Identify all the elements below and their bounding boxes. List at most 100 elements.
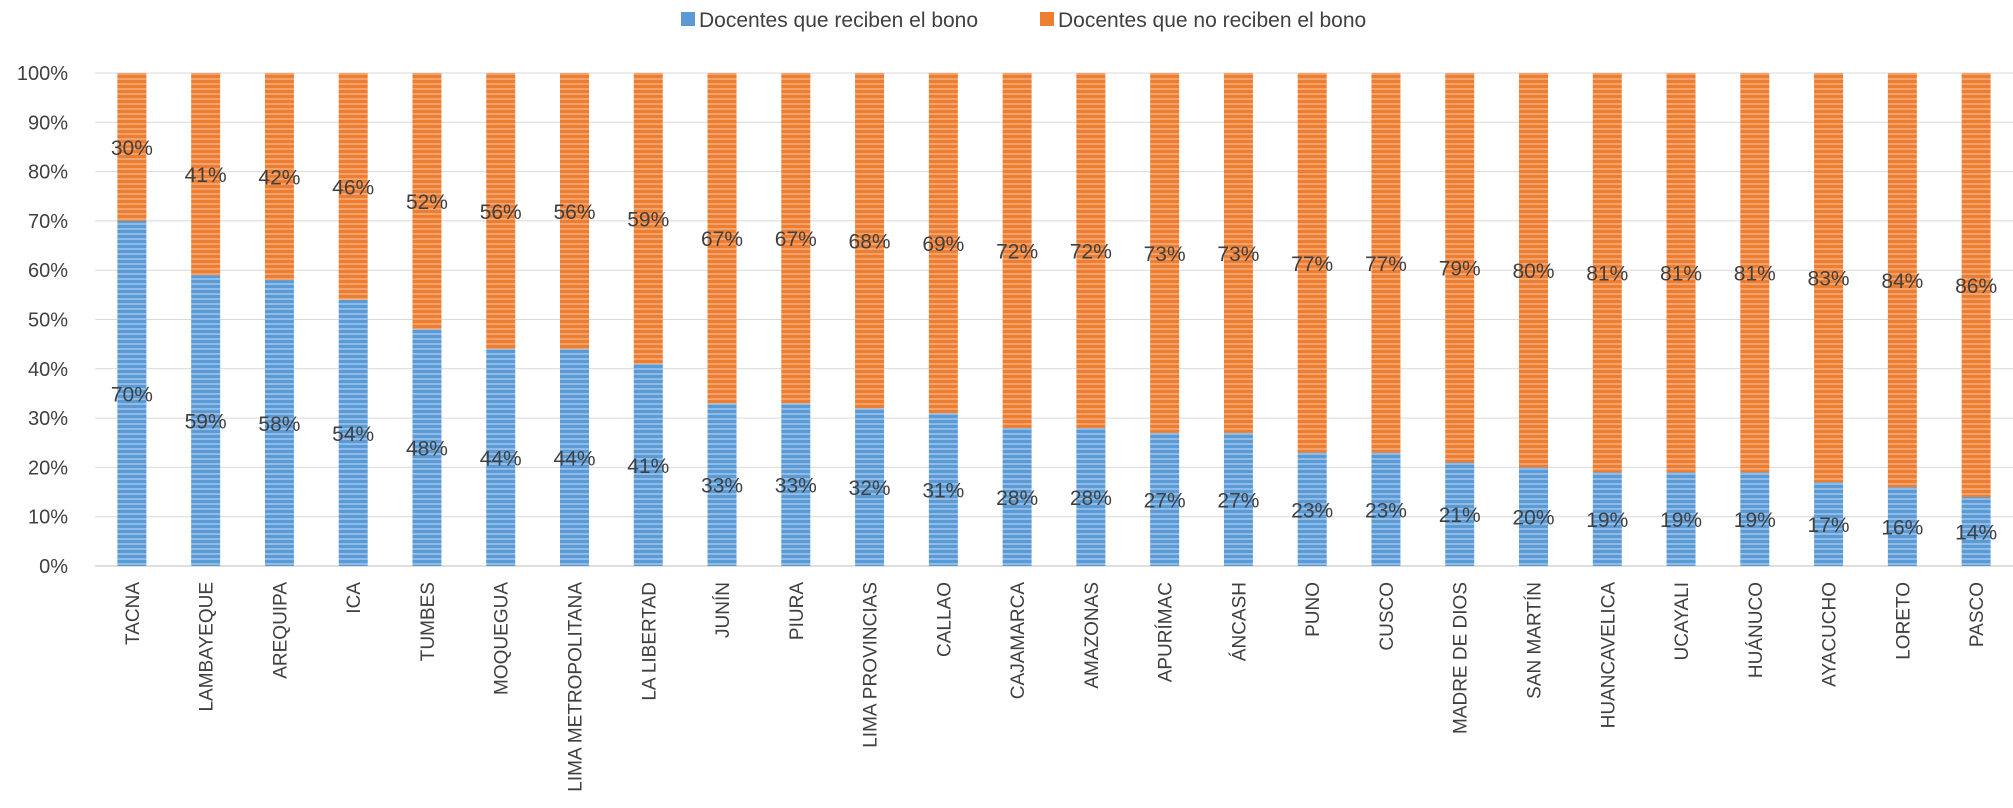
bar-segment <box>117 220 147 566</box>
bar-segment <box>781 403 811 566</box>
data-label: 59% <box>627 208 669 231</box>
data-label: 41% <box>627 455 669 478</box>
data-label: 81% <box>1734 263 1776 286</box>
data-label: 70% <box>111 383 153 406</box>
bar-segment <box>1961 496 1991 566</box>
bar-segment <box>338 299 368 566</box>
data-label: 73% <box>1144 243 1186 266</box>
y-tick-label: 70% <box>28 211 68 233</box>
bar-segment <box>1666 472 1696 566</box>
data-label: 21% <box>1439 504 1481 527</box>
bar-segment <box>855 73 885 409</box>
data-label: 54% <box>332 423 374 446</box>
bar-segment <box>1445 462 1475 566</box>
data-label: 83% <box>1808 268 1850 291</box>
x-tick-label: ÁNCASH <box>1229 582 1250 661</box>
data-label: 41% <box>185 164 227 187</box>
bar-segment <box>1592 73 1622 473</box>
bar-segment <box>1666 73 1696 473</box>
x-tick-label: TUMBES <box>418 582 439 661</box>
x-tick-label: MOQUEGUA <box>492 582 513 695</box>
bar-segment <box>486 349 516 566</box>
bar-segment <box>191 73 221 276</box>
bar-segment <box>412 73 442 330</box>
bar-segment <box>1371 73 1401 453</box>
data-label: 73% <box>1217 243 1259 266</box>
bar-segment <box>1814 482 1844 566</box>
gridlines <box>95 72 2013 567</box>
data-label: 44% <box>553 448 595 471</box>
bar-segment <box>1297 73 1327 453</box>
x-tick-label: TACNA <box>123 582 144 645</box>
data-labels: 70% 30% 59% 41% 58% 42% 54% 46% 48% 52% 44% 56% 44% 5… <box>111 137 1997 545</box>
data-label: 67% <box>701 228 743 251</box>
data-label: 68% <box>849 231 891 254</box>
x-tick-label: APURÍMAC <box>1156 582 1177 682</box>
x-tick-label: AMAZONAS <box>1082 582 1103 689</box>
x-tick-label: LAMBAYEQUE <box>197 582 218 712</box>
x-tick-label: PIURA <box>787 582 808 640</box>
data-label: 19% <box>1734 509 1776 532</box>
data-label: 77% <box>1291 253 1333 276</box>
y-tick-label: 60% <box>28 260 68 282</box>
data-label: 72% <box>1070 240 1112 263</box>
x-tick-label: JUNÍN <box>713 582 734 638</box>
data-label: 14% <box>1955 521 1997 544</box>
bar-segment <box>1519 467 1548 566</box>
x-tick-label: LIMA METROPOLITANA <box>566 582 587 792</box>
data-label: 59% <box>185 411 227 434</box>
bar-segment <box>1961 73 1991 497</box>
legend-swatch <box>681 12 695 26</box>
bar-segment <box>1150 432 1180 566</box>
bar-segment <box>560 73 589 350</box>
bar-segment <box>560 349 589 566</box>
x-tick-label: AYACUCHO <box>1820 582 1841 687</box>
data-label: 27% <box>1217 489 1259 512</box>
y-tick-label: 20% <box>28 457 68 479</box>
bar-segment <box>1445 73 1475 463</box>
bar-segment <box>1223 432 1253 566</box>
x-tick-label: UCAYALI <box>1672 582 1693 661</box>
data-label: 81% <box>1586 263 1628 286</box>
data-label: 56% <box>553 201 595 224</box>
y-axis: 0% 10% 20% 30% 40% 50% 60% 70% 80% 90% 100% <box>17 63 68 578</box>
bar-segment <box>1519 73 1548 468</box>
data-label: 31% <box>922 480 964 503</box>
data-label: 81% <box>1660 263 1702 286</box>
data-label: 27% <box>1144 489 1186 512</box>
bar-segment <box>1740 73 1770 473</box>
data-label: 52% <box>406 191 448 214</box>
bar-segment <box>1814 73 1844 483</box>
bar-segment <box>412 329 442 566</box>
bar-segment <box>486 73 516 350</box>
bar-segment <box>117 73 147 221</box>
data-label: 30% <box>111 137 153 160</box>
data-label: 72% <box>996 240 1038 263</box>
y-tick-label: 30% <box>28 408 68 430</box>
data-label: 46% <box>332 176 374 199</box>
bar-segment <box>1076 427 1106 566</box>
data-label: 20% <box>1512 507 1554 530</box>
data-label: 86% <box>1955 275 1997 298</box>
bar-segment <box>928 73 958 414</box>
x-tick-label: CALLAO <box>934 582 955 657</box>
x-tick-label: PUNO <box>1303 582 1324 637</box>
x-axis: TACNA LAMBAYEQUE AREQUIPA ICA TUMBES MOQUEGUA… <box>123 582 1988 792</box>
data-label: 28% <box>1070 487 1112 510</box>
bar-segment <box>1297 452 1327 566</box>
x-tick-label: CAJAMARCA <box>1008 582 1029 700</box>
data-label: 16% <box>1881 517 1923 540</box>
bars <box>117 73 1991 566</box>
data-label: 33% <box>701 475 743 498</box>
bar-segment <box>1371 452 1401 566</box>
data-label: 19% <box>1660 509 1702 532</box>
data-label: 48% <box>406 438 448 461</box>
data-label: 77% <box>1365 253 1407 276</box>
legend-swatch <box>1040 12 1054 26</box>
data-label: 69% <box>922 233 964 256</box>
y-tick-label: 80% <box>28 162 68 184</box>
bar-segment <box>1002 73 1032 428</box>
bar-segment <box>1740 472 1770 566</box>
bar-segment <box>633 363 663 566</box>
y-tick-label: 90% <box>28 112 68 134</box>
